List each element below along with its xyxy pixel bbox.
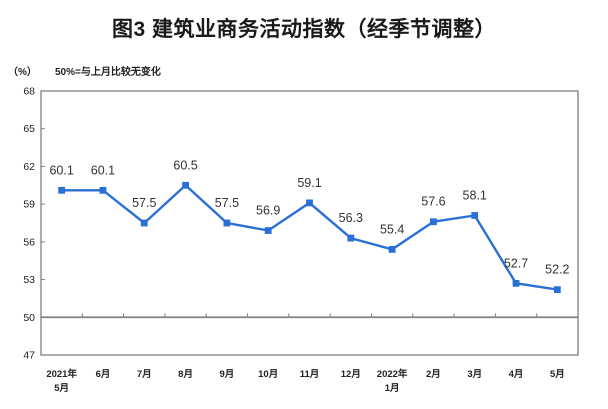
x-axis-label: 2021年: [46, 368, 77, 380]
x-axis-label: 1月: [385, 383, 400, 394]
data-point-label: 52.7: [504, 256, 528, 270]
y-axis-unit-label: （%）: [8, 67, 37, 78]
x-axis-label: 6月: [96, 369, 111, 380]
reference-note: 50%=与上月比较无变化: [55, 67, 161, 78]
chart-title: 图3 建筑业商务活动指数（经季节调整）: [111, 18, 496, 41]
data-point-marker: [512, 279, 520, 287]
data-point-marker: [182, 181, 189, 189]
x-axis-label: 5月: [550, 369, 565, 380]
data-point-marker: [471, 212, 479, 219]
data-point-label: 52.2: [545, 263, 569, 277]
data-point-marker: [306, 199, 313, 207]
y-axis-label: 59: [23, 199, 35, 211]
y-axis-label: 68: [23, 86, 35, 98]
data-point-marker: [430, 218, 437, 226]
x-axis-label: 9月: [219, 369, 234, 380]
x-axis-label: 8月: [178, 369, 193, 380]
data-point-label: 57.5: [132, 196, 156, 210]
data-point-label: 60.1: [49, 163, 73, 177]
data-point-marker: [140, 219, 148, 227]
data-point-label: 56.3: [339, 211, 363, 225]
data-point-label: 57.5: [215, 196, 239, 210]
data-point-marker: [553, 286, 561, 294]
x-axis-label: 10月: [258, 369, 278, 380]
data-point-label: 56.9: [256, 204, 280, 218]
data-point-label: 60.1: [91, 163, 115, 177]
data-point-label: 59.1: [297, 176, 321, 190]
data-point-marker: [264, 227, 272, 234]
x-axis-label: 7月: [137, 369, 152, 380]
plot-border: [40, 90, 579, 356]
y-axis-label: 47: [23, 350, 35, 362]
y-axis-label: 50: [23, 312, 35, 324]
x-axis-label: 11月: [300, 369, 320, 380]
y-axis-label: 62: [23, 161, 35, 173]
x-axis-label: 2月: [426, 369, 441, 380]
x-axis-label: 3月: [467, 369, 482, 380]
data-point-label: 55.4: [380, 222, 404, 236]
data-point-label: 58.1: [463, 188, 487, 202]
x-axis-label: 12月: [341, 369, 361, 380]
y-axis-label: 65: [23, 123, 35, 135]
y-axis-label: 56: [23, 236, 35, 248]
data-point-marker: [223, 219, 231, 227]
data-point-marker: [99, 186, 107, 194]
data-point-marker: [347, 234, 355, 242]
x-axis-label: 5月: [54, 383, 69, 394]
data-point-label: 57.6: [421, 195, 445, 209]
data-point-label: 60.5: [173, 158, 197, 172]
y-axis-label: 53: [23, 274, 35, 286]
x-axis-label: 2022年: [377, 368, 408, 380]
x-axis-label: 4月: [509, 369, 524, 380]
data-point-marker: [58, 186, 66, 194]
data-point-marker: [388, 246, 396, 253]
